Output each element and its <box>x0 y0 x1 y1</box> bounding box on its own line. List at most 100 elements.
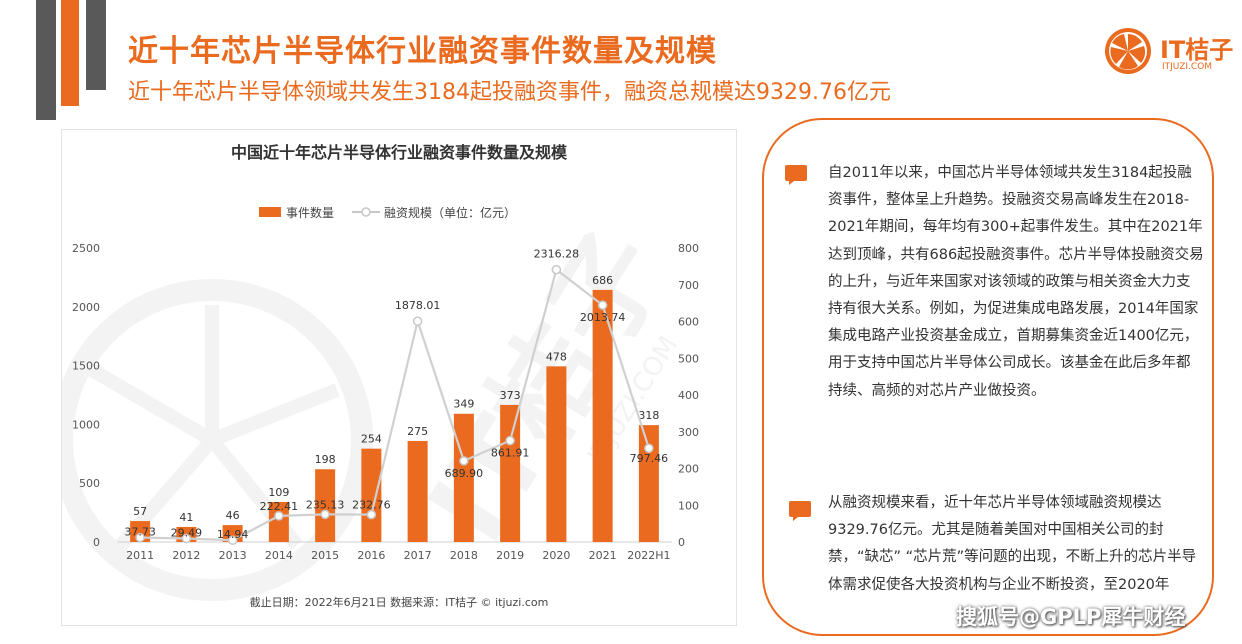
right-axis: 0 100 200 300 400 500 600 700 800 <box>678 242 699 549</box>
line-value-label: 689.90 <box>445 467 484 480</box>
bar-value-label: 41 <box>179 511 193 524</box>
commentary-paragraph-1: 自2011年以来，中国芯片半导体领域共发生3184起投融资事件，整体呈上升趋势。… <box>828 165 1204 399</box>
line-value-label: 235.13 <box>306 498 345 511</box>
page-title: 近十年芯片半导体行业融资事件数量及规模 <box>128 34 717 69</box>
line-point <box>181 533 192 544</box>
line-point <box>135 532 145 543</box>
chart: IT桔子 ITJUZI.COM 中国近十年芯片半导体行业融资事件数量及规模 事件… <box>62 143 699 609</box>
left-axis-tick-label: 1000 <box>72 418 100 431</box>
logo-text: IT桔子 <box>1160 36 1234 64</box>
x-axis-tick-label: 2020 <box>542 549 570 562</box>
right-axis-tick-label: 600 <box>678 316 699 329</box>
legend-bar-label: 事件数量 <box>286 205 334 220</box>
left-axis-tick-label: 1500 <box>72 360 100 373</box>
left-axis-tick-label: 500 <box>79 477 100 490</box>
decor-bar-gray-1 <box>36 0 56 120</box>
bar-series: 57 41 46 109 198 254 275 349 373 478 686 318 <box>130 274 659 542</box>
speech-bubble-icon <box>789 501 811 521</box>
page-subtitle: 近十年芯片半导体领域共发生3184起投融资事件，融资总规模达9329.76亿元 <box>128 80 891 105</box>
bar-value-label: 318 <box>638 409 659 422</box>
commentary-panel: 自2011年以来，中国芯片半导体领域共发生3184起投融资事件，整体呈上升趋势。… <box>762 118 1214 636</box>
bar-value-label: 686 <box>592 274 613 287</box>
line-value-label: 29.49 <box>171 527 203 540</box>
right-axis-tick-label: 400 <box>678 389 699 402</box>
bar <box>546 366 567 542</box>
x-axis-tick-label: 2016 <box>357 549 385 562</box>
x-axis-tick-label: 2021 <box>589 549 617 562</box>
line-point <box>551 264 562 275</box>
bar-value-label: 275 <box>407 425 428 438</box>
bar <box>500 404 521 542</box>
bar <box>268 501 289 542</box>
right-axis-tick-label: 0 <box>678 536 685 549</box>
right-axis-tick-label: 200 <box>678 463 699 476</box>
chart-panel: IT桔子 ITJUZI.COM 中国近十年芯片半导体行业融资事件数量及规模 事件… <box>61 129 737 626</box>
line-point <box>412 316 423 326</box>
bar <box>315 469 336 542</box>
bar-value-label: 46 <box>226 509 240 522</box>
x-axis-tick-label: 2013 <box>219 549 247 562</box>
bar-value-label: 109 <box>268 486 289 499</box>
line-value-label: 14.94 <box>217 528 249 541</box>
right-axis-tick-label: 500 <box>678 352 699 365</box>
legend-bar-swatch <box>259 207 281 217</box>
itjuzi-logo: IT桔子 ITJUZI.COM <box>1102 26 1234 76</box>
x-axis-tick-label: 2011 <box>126 549 154 562</box>
bar <box>407 440 428 542</box>
right-axis-tick-label: 800 <box>678 242 699 255</box>
line-value-label: 222.41 <box>260 500 299 513</box>
x-axis-tick-label: 2022H1 <box>627 549 670 562</box>
bar <box>638 425 659 542</box>
left-axis: 0 500 1000 1500 2000 2500 <box>72 242 100 549</box>
decor-bar-gray-2 <box>86 0 106 90</box>
bar-value-label: 254 <box>361 433 382 446</box>
line-series: 37.73 29.49 14.94 222.41 235.13 232.76 1878.01… <box>124 248 668 545</box>
series-line <box>140 267 650 542</box>
line-point <box>597 300 608 310</box>
line-value-label: 797.46 <box>630 452 669 465</box>
bar-value-label: 198 <box>315 453 336 466</box>
orange-slice-icon <box>1105 28 1151 74</box>
left-axis-tick-label: 2000 <box>72 301 100 314</box>
x-axis-tick-label: 2015 <box>311 549 339 562</box>
line-point <box>227 535 238 545</box>
right-axis-tick-label: 700 <box>678 279 699 292</box>
left-axis-tick-label: 2500 <box>72 242 100 255</box>
left-axis-tick-label: 0 <box>93 536 100 549</box>
chart-title: 中国近十年芯片半导体行业融资事件数量及规模 <box>231 143 568 162</box>
speech-bubble-icon <box>785 165 807 185</box>
logo-url: ITJUZI.COM <box>1162 62 1213 72</box>
line-point <box>274 511 284 521</box>
line-point <box>459 456 469 466</box>
commentary-paragraph-2: 从融资规模来看，近十年芯片半导体领域融资规模达9329.76亿元。尤其是随着美国… <box>828 495 1197 593</box>
bar <box>361 448 382 542</box>
x-axis-tick-label: 2017 <box>404 549 432 562</box>
bar-value-label: 478 <box>546 350 567 363</box>
line-point <box>320 509 330 520</box>
x-axis-tick-label: 2012 <box>172 549 200 562</box>
source-watermark: 搜狐号@GPLP犀牛财经 <box>956 605 1186 629</box>
x-axis-tick-label: 2014 <box>265 549 293 562</box>
x-axis: 2011 2012 2013 2014 2015 2016 2017 2018 2019 2020… <box>126 549 670 562</box>
legend-line-marker <box>361 207 371 217</box>
bar-value-label: 349 <box>453 398 474 411</box>
line-value-label: 232.76 <box>352 499 391 512</box>
chart-footnote: 截止日期：2022年6月21日 数据来源：IT桔子 © itjuzi.com <box>250 595 549 609</box>
right-axis-tick-label: 100 <box>678 499 699 512</box>
chart-legend: 事件数量 融资规模（单位：亿元） <box>259 205 516 220</box>
line-point <box>505 435 515 446</box>
x-axis-tick-label: 2019 <box>496 549 524 562</box>
line-point <box>644 443 654 453</box>
bar-value-label: 57 <box>133 505 147 518</box>
decor-bar-orange <box>61 0 79 106</box>
x-axis-tick-label: 2018 <box>450 549 478 562</box>
right-axis-tick-label: 300 <box>678 426 699 439</box>
line-value-label: 1878.01 <box>395 299 441 312</box>
line-value-label: 2013.74 <box>580 311 626 324</box>
bar <box>592 289 613 542</box>
line-value-label: 37.73 <box>124 526 156 539</box>
line-value-label: 861.91 <box>491 447 530 460</box>
line-point <box>366 509 377 520</box>
bar-value-label: 373 <box>500 389 521 402</box>
line-value-label: 2316.28 <box>534 248 580 261</box>
